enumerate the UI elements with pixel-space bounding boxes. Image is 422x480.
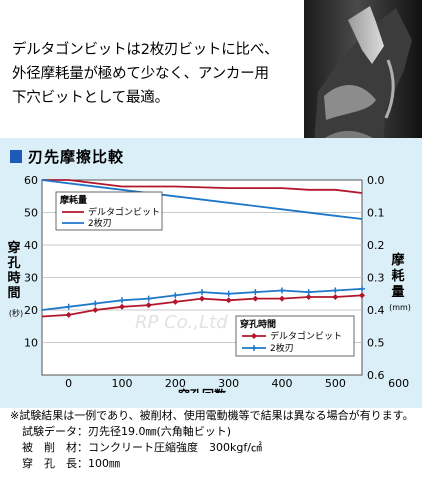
y-axis-label-left-char: 間 (7, 286, 20, 301)
series-point-cross (252, 289, 259, 296)
series-point-cross (92, 300, 99, 307)
series-point-diamond (359, 292, 365, 299)
y-tick-label-right: 0.2 (367, 239, 385, 252)
series-point-diamond (252, 295, 259, 302)
y-axis-label-left-char: 孔 (7, 256, 20, 271)
x-tick-label: 400 (272, 377, 293, 390)
y-tick-label-right: 0.4 (367, 304, 385, 317)
legend-time-title: 穿孔時間 (240, 318, 276, 330)
series-point-cross (225, 290, 232, 297)
y-axis-label-left-char: 穿 (7, 240, 20, 256)
x-tick-label: 100 (112, 377, 133, 390)
legend-wear-title: 摩耗量 (60, 194, 87, 206)
y-axis-label-right-char: 摩 (391, 252, 405, 268)
series-point-diamond (225, 297, 232, 304)
x-tick-label: 500 (325, 377, 346, 390)
series-point-diamond (332, 294, 339, 300)
legend-wear-label-twin: 2枚刃 (88, 217, 112, 229)
legend-wear-label-delta: デルタゴンビット (88, 206, 160, 218)
series-point-diamond (92, 307, 99, 313)
drill-length-note: 穿 孔 長：100㎜ (22, 457, 120, 470)
x-tick-label: 600 (388, 377, 409, 390)
y-tick-label-left: 20 (24, 304, 38, 317)
blue-square-icon (10, 150, 22, 163)
series-point-cross (145, 295, 152, 302)
series-point-cross (199, 289, 205, 296)
series-point-diamond (305, 294, 312, 300)
intro-text: デルタゴンビットは2枚刃ビットに比べ、 外径摩耗量が極めて少なく、アンカー用 下… (12, 38, 312, 110)
disclaimer-note: ※試験結果は一例であり、被削材、使用電動機等で結果は異なる場合が有ります。 (10, 409, 414, 422)
series-point-cross (279, 287, 285, 294)
x-tick-label: 300 (218, 377, 239, 390)
legend-time-marker-delta (251, 333, 257, 339)
y-tick-label-right: 0.6 (367, 369, 385, 382)
x-tick-label: 0 (65, 377, 72, 390)
x-tick-label: 200 (165, 377, 186, 390)
watermark-text: RP Co.,Ltd (135, 312, 228, 333)
series-point-cross (332, 287, 339, 294)
series-line-0 (42, 179, 363, 194)
y-axis-label-left-char: 時 (7, 270, 20, 286)
y-tick-label-right: 0.0 (367, 174, 385, 187)
intro-line-2: 外径摩耗量が極めて少なく、アンカー用 (12, 66, 269, 82)
intro-line-3: 下穴ビットとして最適。 (12, 90, 169, 106)
wear-comparison-chart: 60 50 40 30 20 10 0.0 0.1 0.2 0.3 0.4 0.5 0.6 0 100 200… (7, 174, 411, 393)
y-axis-label-right-char: 耗 (391, 268, 404, 284)
y-axis-unit-left: (秒) (9, 308, 23, 318)
series-point-cross (119, 297, 125, 304)
test-data-note: 試験データ：刃先径19.0㎜(六角軸ビット) (22, 425, 232, 438)
series-point-diamond (199, 295, 205, 302)
series-point-diamond (145, 302, 152, 309)
series-point-cross (305, 289, 312, 296)
y-axis-label-right-char: 量 (391, 285, 404, 300)
x-axis-label: 穿孔回数 (178, 387, 227, 393)
y-axis-unit-right: (mm) (389, 303, 411, 312)
y-tick-label-right: 0.5 (367, 337, 385, 350)
y-tick-label-left: 30 (24, 272, 38, 285)
material-note: 被 削 材：コンクリート圧縮強度 300kgf/㎠ (22, 441, 262, 454)
section-heading: 刃先摩擦比較 (10, 146, 124, 167)
series-point-diamond (119, 303, 125, 310)
intro-line-1: デルタゴンビットは2枚刃ビットに比べ、 (12, 42, 279, 58)
series-point-cross (172, 292, 179, 299)
y-tick-label-left: 60 (24, 174, 38, 187)
series-line-1 (41, 179, 363, 220)
legend-time-label-delta: デルタゴンビット (270, 330, 342, 342)
series-point-diamond (172, 298, 179, 305)
series-point-diamond (65, 311, 72, 318)
y-tick-label-right: 0.3 (367, 272, 385, 285)
y-tick-label-left: 10 (24, 337, 38, 350)
legend-time-marker-twin (251, 345, 257, 351)
test-notes: ※試験結果は一例であり、被削材、使用電動機等で結果は異なる場合が有ります。 試験… (10, 408, 414, 472)
y-tick-label-left: 50 (24, 207, 38, 220)
y-tick-label-left: 40 (24, 239, 38, 252)
series-point-diamond (279, 295, 285, 302)
y-tick-label-right: 0.1 (367, 207, 385, 220)
legend-time-label-twin: 2枚刃 (270, 342, 294, 354)
series-point-cross (65, 303, 72, 310)
series-point-cross (359, 285, 365, 292)
section-title: 刃先摩擦比較 (28, 148, 125, 166)
